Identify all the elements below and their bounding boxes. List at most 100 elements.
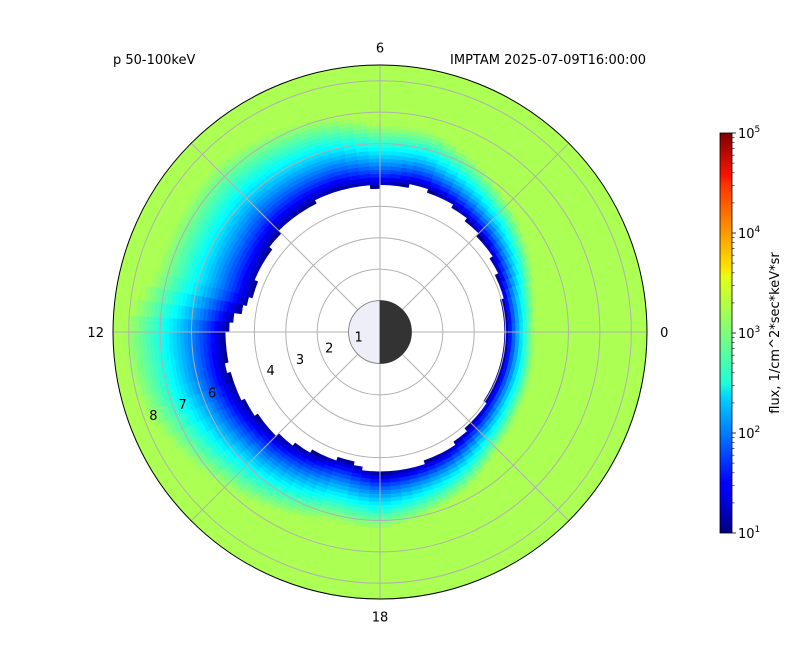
- flux-cell: [226, 432, 237, 446]
- flux-cell: [215, 177, 229, 191]
- flux-cell: [609, 316, 615, 332]
- flux-cell: [467, 148, 482, 159]
- flux-cell: [235, 517, 251, 531]
- flux-cell: [592, 241, 602, 259]
- flux-cell: [233, 548, 251, 562]
- flux-cell: [616, 231, 627, 250]
- flux-cell: [519, 322, 524, 332]
- flux-cell: [430, 517, 445, 526]
- flux-cell: [521, 259, 531, 272]
- flux-cell: [334, 103, 351, 111]
- flux-cell: [356, 507, 369, 513]
- flux-cell: [482, 118, 499, 130]
- flux-cell: [490, 162, 505, 174]
- flux-cell: [222, 486, 237, 500]
- flux-cell: [331, 510, 345, 518]
- flux-cell: [601, 316, 607, 332]
- flux-cell: [583, 358, 590, 374]
- flux-cell: [364, 557, 381, 563]
- flux-cell: [474, 433, 485, 443]
- flux-cell: [451, 204, 462, 213]
- flux-cell: [204, 483, 218, 498]
- flux-cell: [185, 357, 192, 371]
- flux-cell: [160, 421, 171, 438]
- flux-cell: [327, 135, 342, 143]
- flux-cell: [357, 500, 370, 506]
- flux-cell: [305, 109, 322, 119]
- flux-cell: [309, 470, 322, 479]
- flux-cell: [620, 414, 631, 434]
- flux-cell: [531, 494, 546, 508]
- flux-cell: [439, 102, 457, 111]
- flux-cell: [331, 186, 342, 193]
- flux-cell: [455, 507, 469, 517]
- flux-cell: [231, 551, 249, 565]
- flux-cell: [163, 211, 175, 228]
- flux-cell: [599, 407, 609, 425]
- flux-cell: [194, 393, 203, 408]
- flux-cell: [241, 143, 257, 156]
- flux-cell: [380, 512, 393, 518]
- flux-cell: [492, 254, 502, 265]
- flux-cell: [412, 161, 425, 169]
- flux-cell: [264, 561, 283, 573]
- flux-cell: [481, 151, 496, 163]
- flux-cell: [222, 217, 234, 230]
- flux-cell: [226, 258, 235, 271]
- radial-gridline: [191, 143, 569, 521]
- flux-cell: [552, 177, 566, 193]
- flux-cell: [609, 285, 616, 302]
- flux-cell: [224, 167, 239, 181]
- flux-cell: [496, 175, 510, 188]
- flux-cell: [218, 453, 231, 467]
- flux-cell: [296, 472, 309, 482]
- flux-cell: [496, 560, 515, 573]
- flux-cell: [509, 133, 525, 147]
- flux-cell: [192, 295, 199, 309]
- flux-cell: [483, 428, 494, 439]
- flux-cell: [380, 527, 394, 533]
- flux-cell: [311, 76, 330, 85]
- flux-cell: [257, 423, 267, 435]
- flux-cell: [173, 488, 188, 505]
- flux-cell: [213, 364, 220, 377]
- flux-cell: [182, 481, 197, 497]
- flux-cell: [261, 534, 278, 546]
- flux-cell: [251, 101, 269, 114]
- flux-cell: [244, 287, 252, 298]
- flux-cell: [519, 504, 535, 518]
- flux-cell: [251, 428, 262, 440]
- flux-cell: [511, 130, 528, 144]
- flux-cell: [514, 151, 530, 165]
- flux-cell: [146, 254, 156, 272]
- flux-cell: [572, 384, 581, 399]
- flux-cell: [200, 467, 214, 482]
- flux-cell: [315, 91, 333, 100]
- flux-cell: [525, 291, 532, 303]
- flux-cell: [184, 306, 190, 320]
- flux-cell: [220, 140, 236, 154]
- flux-cell: [598, 360, 605, 377]
- flux-cell: [235, 545, 253, 558]
- flux-cell: [379, 82, 397, 88]
- flux-cell: [473, 418, 483, 429]
- flux-cell: [536, 276, 545, 290]
- flux-cell: [569, 369, 577, 384]
- flux-cell: [572, 292, 579, 307]
- flux-cell: [462, 184, 475, 195]
- flux-cell: [428, 80, 447, 89]
- flux-cell: [226, 372, 234, 384]
- flux-cell: [198, 284, 206, 298]
- flux-cell: [461, 491, 475, 502]
- flux-cell: [496, 195, 509, 207]
- flux-cell: [161, 404, 172, 421]
- flux-cell: [490, 467, 503, 479]
- flux-cell: [592, 405, 602, 422]
- flux-cell: [380, 474, 391, 480]
- flux-cell: [123, 332, 129, 350]
- flux-cell: [379, 131, 394, 137]
- flux-cell: [471, 105, 489, 116]
- flux-cell: [461, 206, 472, 216]
- flux-cell: [164, 454, 177, 471]
- flux-cell: [328, 139, 343, 147]
